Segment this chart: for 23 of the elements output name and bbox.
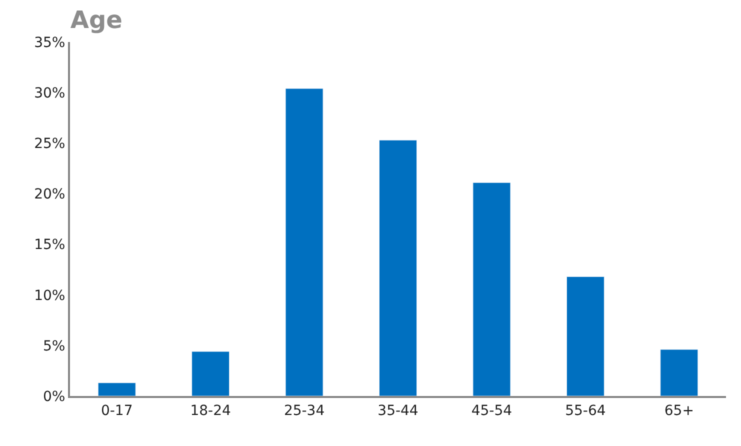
x-tick-label: 25-34 <box>284 402 325 419</box>
bar <box>379 140 417 396</box>
x-tick-label: 35-44 <box>378 402 418 419</box>
bar <box>472 182 511 396</box>
y-tick-label: 0% <box>42 388 66 405</box>
x-tick-label: 65+ <box>664 402 694 419</box>
x-tick-label: 45-54 <box>471 402 512 419</box>
bar <box>192 351 230 396</box>
y-tick-label: 5% <box>42 338 66 354</box>
x-tick-label: 0-17 <box>100 402 133 419</box>
bar <box>660 349 698 396</box>
x-tick-label: 18-24 <box>190 402 231 419</box>
chart-title: Age <box>70 6 122 34</box>
y-tick-label: 30% <box>34 85 66 102</box>
bar <box>98 382 136 396</box>
bar <box>566 276 604 396</box>
y-tick-label: 10% <box>34 288 66 304</box>
bar <box>285 88 324 396</box>
y-tick-label: 20% <box>34 186 66 203</box>
y-tick-label: 25% <box>34 136 66 152</box>
y-tick-label: 35% <box>34 34 66 51</box>
x-tick-label: 55-64 <box>565 402 606 419</box>
y-tick-label: 15% <box>34 237 66 254</box>
